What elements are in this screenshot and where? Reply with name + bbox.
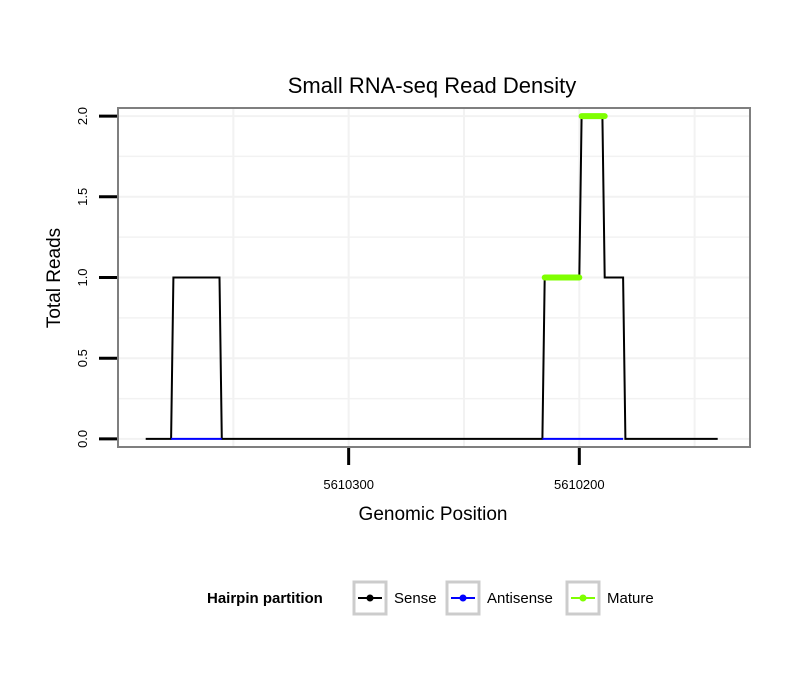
legend-key-dot xyxy=(459,594,467,602)
x-axis-title: Genomic Position xyxy=(359,504,508,525)
legend-label: Sense xyxy=(394,590,437,607)
y-tick-label: 1.0 xyxy=(75,268,90,286)
legend-title: Hairpin partition xyxy=(207,590,323,607)
grid xyxy=(118,108,750,447)
legend-item-sense: Sense xyxy=(352,580,437,616)
legend-key-dot xyxy=(579,594,587,602)
legend-item-mature: Mature xyxy=(565,580,654,616)
y-tick-label: 0.5 xyxy=(75,349,90,367)
chart-title: Small RNA-seq Read Density xyxy=(288,73,577,98)
legend-key-dot xyxy=(366,594,374,602)
y-tick-label: 1.5 xyxy=(75,188,90,206)
legend-item-antisense: Antisense xyxy=(445,580,553,616)
legend-label: Antisense xyxy=(487,590,553,607)
y-axis: 0.0 0.5 1.0 1.5 2.0 xyxy=(75,107,117,448)
y-axis-title: Total Reads xyxy=(44,228,65,328)
plot-border xyxy=(117,107,751,448)
series-layer xyxy=(145,113,718,440)
y-tick-label: 0.0 xyxy=(75,430,90,448)
y-tick-label: 2.0 xyxy=(75,107,90,125)
x-axis: 5610300 5610200 xyxy=(323,448,605,492)
x-tick-label: 5610200 xyxy=(554,477,605,492)
legend: Hairpin partition Sense Antisense Mature xyxy=(207,580,654,616)
legend-label: Mature xyxy=(607,590,654,607)
x-tick-label: 5610300 xyxy=(323,477,374,492)
